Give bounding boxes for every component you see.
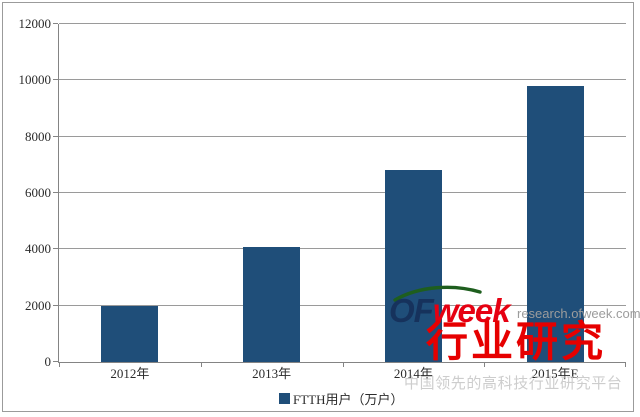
legend-swatch: [279, 393, 290, 404]
y-tick-label: 2000: [25, 297, 51, 313]
gridline: [59, 135, 626, 137]
bar: [243, 246, 301, 362]
bar: [526, 85, 584, 362]
x-tick-label: 2015年E: [531, 366, 579, 381]
x-tick-label: 2012年: [110, 366, 150, 381]
gridline: [59, 304, 626, 306]
legend-label: FTTH用户（万户）: [293, 392, 404, 407]
x-axis-tick: [342, 363, 344, 367]
x-tick-label: 2014年: [393, 366, 433, 381]
x-axis-tick: [484, 363, 486, 367]
y-axis-tick: [53, 135, 58, 137]
gridline: [59, 248, 626, 250]
x-axis-tick: [59, 363, 60, 367]
y-axis-tick: [53, 248, 58, 250]
x-tick-label: 2013年: [252, 366, 292, 381]
y-axis-tick: [53, 304, 58, 306]
y-axis-tick: [53, 192, 58, 193]
y-tick-label: 4000: [25, 241, 51, 257]
x-axis-tick: [625, 363, 626, 367]
bar: [384, 170, 442, 362]
gridline: [59, 79, 626, 81]
gridline: [59, 192, 626, 193]
gridline: [59, 23, 626, 24]
y-tick-label: 0: [44, 354, 52, 369]
y-axis-tick: [53, 23, 58, 24]
y-axis-tick: [53, 79, 58, 81]
y-tick-label: 8000: [25, 128, 51, 144]
y-tick-label: 10000: [18, 72, 52, 88]
plot-area: 0 2000 4000 6000 8000 10000 12000 2012年 2013年 201…: [19, 16, 626, 381]
y-tick-label: 6000: [25, 185, 51, 200]
y-axis-tick: [53, 361, 58, 362]
x-axis-tick: [200, 363, 202, 367]
y-tick-label: 12000: [18, 16, 52, 31]
bar: [101, 305, 159, 362]
legend: FTTH用户（万户）: [279, 391, 404, 407]
